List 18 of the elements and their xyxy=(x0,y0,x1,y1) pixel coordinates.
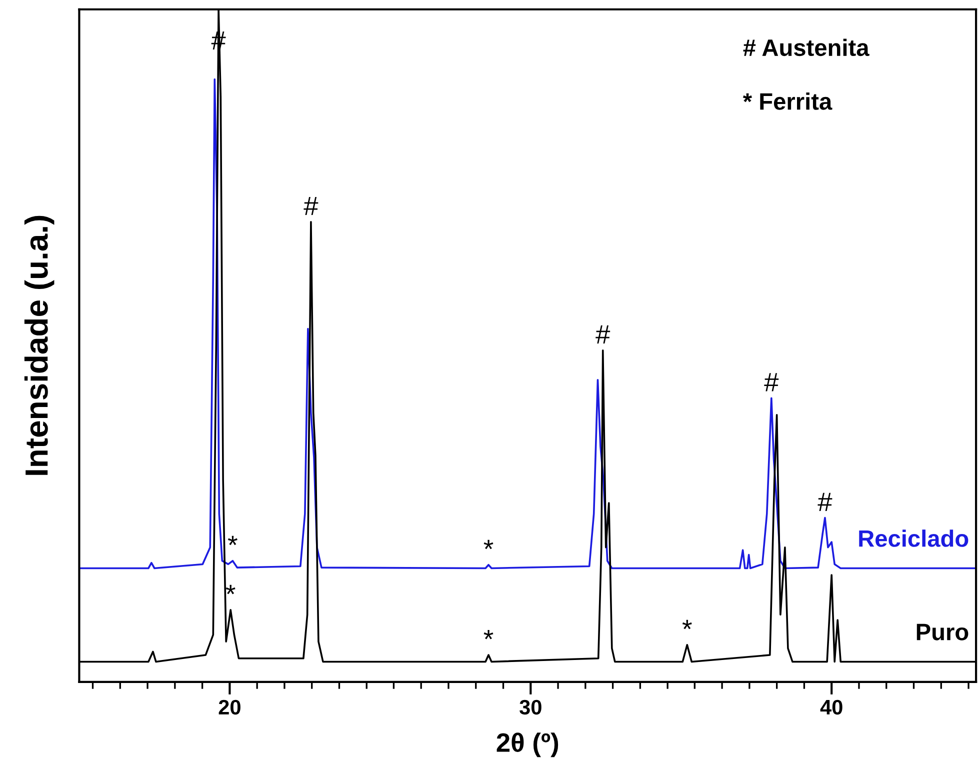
annotation: * Ferrita xyxy=(742,92,832,110)
annotation: # xyxy=(818,492,832,511)
annotation: * xyxy=(484,630,494,640)
x-tick-label: 20 xyxy=(218,700,240,715)
x-tick-label: 40 xyxy=(820,700,842,715)
y-axis-title: Intensidade (u.a.) xyxy=(24,216,54,475)
series-label: Puro xyxy=(916,624,968,640)
annotation: * xyxy=(682,620,692,630)
annotation: # xyxy=(596,325,610,344)
annotation: # xyxy=(764,373,779,392)
annotation: * xyxy=(484,540,494,550)
annotation: * xyxy=(226,584,236,594)
x-axis-title: 2θ (º) xyxy=(496,732,558,758)
x-tick-label: 30 xyxy=(520,700,542,715)
annotation: * xyxy=(228,536,238,546)
annotation: # xyxy=(304,196,318,216)
series-label: Reciclado xyxy=(859,530,968,547)
annotation: # Austenita xyxy=(743,38,870,56)
